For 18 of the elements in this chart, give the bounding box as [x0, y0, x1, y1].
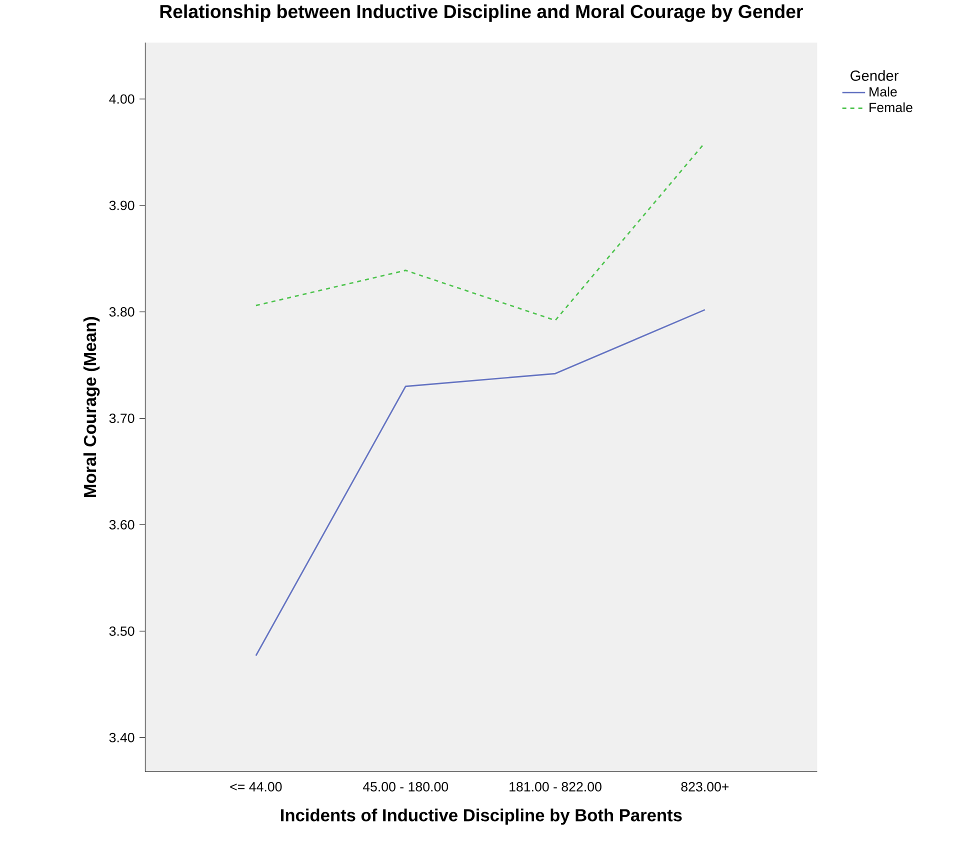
x-tick-label: 823.00+ [681, 782, 729, 792]
x-tick-label: 45.00 - 180.00 [362, 782, 448, 792]
x-tick-label: 181.00 - 822.00 [510, 782, 602, 792]
x-tick-label: <= 44.00 [230, 782, 282, 792]
y-tick-label: 3.40 [109, 733, 134, 743]
y-tick-label: 3.80 [109, 307, 134, 317]
y-tick-label: 3.90 [109, 200, 134, 210]
y-tick-label: 3.60 [109, 520, 134, 530]
legend-label: Male [870, 86, 897, 97]
y-tick-label: 4.00 [109, 94, 134, 104]
y-axis-title: Moral Courage (Mean) [83, 317, 100, 498]
legend-label: Female [870, 102, 912, 112]
x-axis-title: Incidents of Inductive Discipline by Both Parents [281, 808, 682, 826]
legend-title: Gender [850, 70, 899, 82]
chart-title: Relationship between Inductive Discipline and Moral Courage by Gender [160, 4, 803, 22]
line-series [255, 309, 706, 657]
y-tick-label: 3.70 [109, 414, 134, 424]
y-tick-label: 3.50 [109, 626, 134, 636]
